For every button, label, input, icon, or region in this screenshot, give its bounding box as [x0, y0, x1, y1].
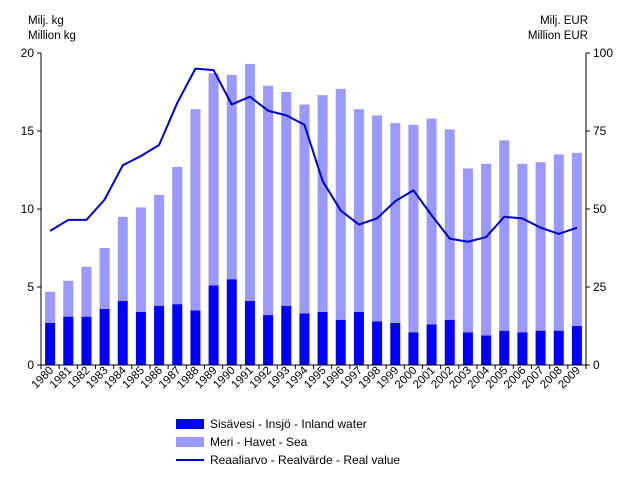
bar-inland-2005: [499, 330, 510, 365]
bar-inland-1982: [81, 316, 92, 365]
bar-inland-1994: [299, 313, 310, 365]
bar-inland-2000: [408, 332, 419, 365]
bar-inland-2003: [462, 332, 473, 365]
y-right-tick-label: 75: [593, 124, 607, 138]
bar-inland-1998: [372, 321, 383, 365]
bar-sea-1981: [63, 280, 74, 317]
bar-sea-1989: [208, 73, 219, 286]
y-left-label-line-2: Million kg: [28, 30, 76, 42]
bar-sea-2008: [553, 154, 564, 331]
bar-sea-1985: [135, 207, 146, 312]
bar-inland-2008: [553, 330, 564, 365]
bar-sea-2006: [517, 163, 528, 333]
bar-inland-1980: [45, 322, 56, 365]
bar-sea-1980: [45, 291, 56, 323]
bar-sea-2002: [444, 129, 455, 320]
y-left-tick-label: 5: [27, 280, 34, 294]
y-right-tick-label: 25: [593, 280, 607, 294]
bar-sea-2004: [481, 163, 492, 336]
y-left-tick-label: 15: [21, 124, 35, 138]
bar-inland-1993: [281, 305, 292, 365]
bar-inland-1986: [154, 305, 165, 365]
bar-inland-1999: [390, 322, 401, 365]
bar-inland-1987: [172, 304, 183, 365]
bar-sea-2009: [571, 152, 582, 326]
legend-swatch-inland: [176, 419, 204, 429]
y-right-label-line-2: Million EUR: [528, 30, 588, 42]
bar-sea-1993: [281, 92, 292, 306]
bar-sea-2005: [499, 140, 510, 331]
bar-sea-2000: [408, 124, 419, 333]
bar-sea-1995: [317, 95, 328, 312]
y-right-tick-label: 0: [593, 358, 600, 372]
legend-label-inland: Sisävesi - Insjö - Inland water: [210, 417, 367, 431]
line-real-value: [49, 67, 578, 243]
y-left-tick-label: 10: [21, 202, 35, 216]
x-tick-label-2009: 2009: [556, 365, 583, 392]
bar-inland-1985: [135, 311, 146, 365]
y-left-tick-label: 0: [27, 358, 34, 372]
bar-inland-1981: [63, 316, 74, 365]
legend-label-sea: Meri - Havet - Sea: [210, 435, 308, 449]
bar-sea-1994: [299, 104, 310, 314]
y-right-axis-title: Milj. EUR Million EUR: [528, 15, 588, 42]
bar-inland-1989: [208, 285, 219, 365]
bar-inland-2001: [426, 324, 437, 365]
bar-sea-1982: [81, 266, 92, 317]
y-left-axis-title: Milj. kg Million kg: [28, 15, 76, 42]
bar-sea-1987: [172, 166, 183, 305]
legend: Sisävesi - Insjö - Inland water Meri - Ha…: [176, 417, 400, 467]
bar-inland-1990: [226, 279, 237, 365]
y-left-tick-label: 20: [21, 46, 35, 60]
bar-inland-2002: [444, 319, 455, 365]
bar-sea-1983: [99, 248, 110, 309]
bar-sea-1990: [226, 74, 237, 280]
bar-inland-1988: [190, 310, 201, 365]
legend-label-real-value: Reaaliarvo - Realvärde - Real value: [210, 453, 400, 467]
bar-inland-1996: [335, 319, 346, 365]
bar-inland-1995: [317, 311, 328, 365]
bar-sea-1997: [353, 109, 364, 312]
bar-sea-1991: [244, 63, 255, 302]
y-right-label-line-1: Milj. EUR: [540, 15, 588, 27]
bar-sea-1984: [117, 216, 128, 302]
bar-inland-2007: [535, 330, 546, 365]
bar-inland-1983: [99, 308, 110, 365]
bar-inland-2009: [571, 326, 582, 365]
bar-inland-2004: [481, 335, 492, 365]
bar-inland-1984: [117, 301, 128, 365]
bar-sea-1992: [263, 85, 274, 316]
legend-swatch-sea: [176, 437, 204, 447]
bar-series-group: [45, 63, 582, 365]
y-right-tick-label: 50: [593, 202, 607, 216]
bar-sea-2001: [426, 118, 437, 325]
bar-sea-2007: [535, 162, 546, 331]
y-left-label-line-1: Milj. kg: [28, 15, 64, 27]
bar-inland-1992: [263, 315, 274, 365]
bar-sea-2003: [462, 168, 473, 333]
bar-inland-2006: [517, 332, 528, 365]
bar-inland-1997: [353, 311, 364, 365]
bar-sea-1986: [154, 194, 165, 306]
y-right-tick-label: 100: [593, 46, 613, 60]
bar-inland-1991: [244, 301, 255, 365]
bar-sea-1996: [335, 88, 346, 320]
line-series-group: [49, 67, 578, 243]
bar-sea-1999: [390, 123, 401, 323]
bar-sea-1988: [190, 109, 201, 311]
